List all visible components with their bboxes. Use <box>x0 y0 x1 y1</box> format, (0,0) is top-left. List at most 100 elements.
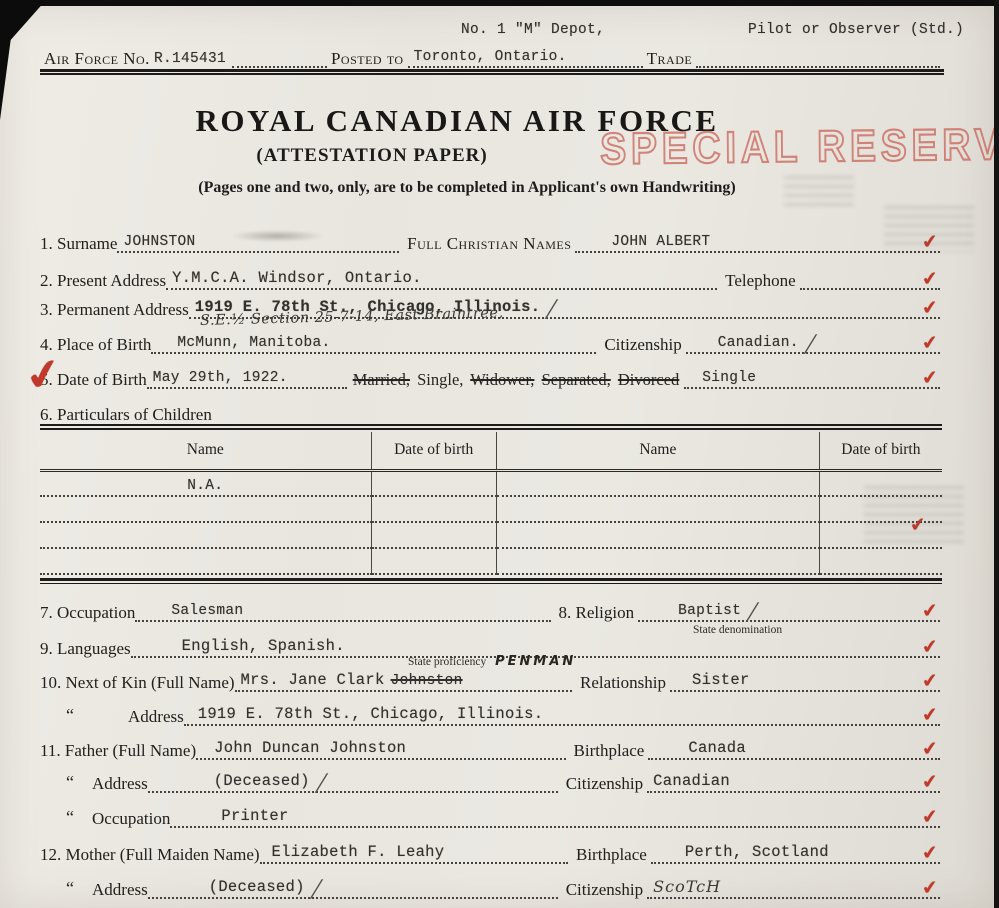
ditto-mark: “ <box>66 878 74 898</box>
kin-address-value: 1919 E. 78th St., Chicago, Illinois. <box>197 705 544 723</box>
field-father: 11. Father (Full Name) John Duncan Johns… <box>40 734 940 761</box>
child-dob-value <box>372 572 496 573</box>
father-citizenship-value: Canadian <box>653 772 730 790</box>
field-father-address: “ Address (Deceased) / Citizenship Canad… <box>40 767 940 797</box>
table-row: N.A. <box>40 470 942 497</box>
attestation-paper-scan: No. 1 "M" Depot, Pilot or Observer (Std.… <box>0 6 999 908</box>
checkmark-icon: ✔ <box>920 669 940 693</box>
child-dob-value <box>820 546 942 547</box>
next-of-kin-label: 10. Next of Kin (Full Name) <box>40 673 235 692</box>
occupation-label: 7. Occupation <box>40 603 136 622</box>
children-label: 6. Particulars of Children <box>40 405 212 424</box>
next-of-kin-value: Mrs. Jane Clark <box>240 671 385 689</box>
child-name-value <box>40 572 371 573</box>
proficiency-handwritten-value: PENMAN <box>495 654 577 669</box>
child-dob-value <box>820 494 942 495</box>
father-address-value: (Deceased) <box>213 772 310 790</box>
child-dob-value <box>372 494 496 495</box>
scan-right-edge <box>994 0 999 908</box>
citizenship-label: Citizenship <box>604 335 682 354</box>
children-table: Name Date of birth Name Date of birth N.… <box>40 424 942 584</box>
checkmark-icon: ✔ <box>920 805 940 829</box>
checkmark-icon: ✔ <box>920 635 940 659</box>
child-name-value <box>40 546 371 547</box>
child-name-value <box>497 546 819 547</box>
next-of-kin-struck-value: Johnston <box>390 673 463 689</box>
father-occupation-label: Occupation <box>92 809 171 828</box>
field-surname: 1. Surname JOHNSTON Full Christian Names… <box>40 227 940 254</box>
ditto-mark: “ <box>66 807 74 827</box>
child-name-value <box>40 520 371 521</box>
checkmark-icon: ✔ <box>908 513 928 537</box>
date-of-birth-value: May 29th, 1922. <box>152 370 288 386</box>
kin-address-label: Address <box>128 707 184 726</box>
field-next-of-kin: 10. Next of Kin (Full Name) Mrs. Jane Cl… <box>40 666 940 693</box>
telephone-label: Telephone <box>725 271 796 290</box>
mother-address-label: Address <box>92 880 148 899</box>
religion-value: Baptist <box>678 603 742 619</box>
surname-label: 1. Surname <box>40 234 118 253</box>
field-date-of-birth: 5. Date of Birth May 29th, 1922. Married… <box>40 363 940 390</box>
form-title: ROYAL CANADIAN AIR FORCE <box>195 103 719 138</box>
field-mother: 12. Mother (Full Maiden Name) Elizabeth … <box>40 838 940 865</box>
present-address-value: Y.M.C.A. Windsor, Ontario. <box>172 269 422 287</box>
mother-citizenship-handwritten-value: ScoTcH <box>653 877 722 896</box>
col-header-dob-1: Date of birth <box>370 432 497 472</box>
father-occupation-value: Printer <box>221 807 289 825</box>
child-dob-value <box>372 520 496 521</box>
languages-value: English, Spanish. <box>181 637 345 655</box>
table-row <box>40 548 942 575</box>
ditto-mark: “ <box>66 772 74 792</box>
pencil-slash-icon: / <box>803 330 817 358</box>
table-top-rule <box>40 424 942 430</box>
dotted-leader <box>231 42 327 68</box>
torn-corner-edge <box>0 0 16 120</box>
father-value: John Duncan Johnston <box>214 739 407 757</box>
father-address-label: Address <box>92 774 148 793</box>
ditto-mark: “ <box>66 705 74 725</box>
dotted-leader <box>696 42 940 68</box>
mother-address-value: (Deceased) <box>208 878 305 896</box>
father-birthplace-value: Canada <box>688 739 746 757</box>
surname-value: JOHNSTON <box>123 234 196 250</box>
col-header-name-2: Name <box>495 432 820 472</box>
checkmark-icon: ✔ <box>920 703 940 727</box>
mother-value: Elizabeth F. Leahy <box>271 843 445 861</box>
christian-names-label: Full Christian Names <box>407 234 572 253</box>
posted-to-value: Toronto, Ontario. <box>413 49 567 65</box>
option-divorced: Divorced <box>617 370 680 389</box>
col-header-name-1: Name <box>40 432 372 472</box>
place-of-birth-value: McMunn, Manitoba. <box>177 335 331 351</box>
checkmark-icon: ✔ <box>920 876 940 900</box>
posted-to-label: Posted to <box>330 49 404 68</box>
father-birthplace-label: Birthplace <box>573 741 645 760</box>
christian-names-value: JOHN ALBERT <box>611 234 711 250</box>
mother-label: 12. Mother (Full Maiden Name) <box>40 845 260 864</box>
child-name-value: N.A. <box>187 478 224 494</box>
pencil-slash-icon: / <box>746 598 759 626</box>
trade-label: Trade <box>646 49 693 68</box>
depot-posting: No. 1 "M" Depot, <box>461 22 606 38</box>
languages-label: 9. Languages <box>40 639 131 658</box>
permanent-address-label: 3. Permanent Address <box>40 300 189 319</box>
field-present-address: 2. Present Address Y.M.C.A. Windsor, Ont… <box>40 264 940 291</box>
present-address-label: 2. Present Address <box>40 271 167 290</box>
form-subtitle: (ATTESTATION PAPER) <box>256 145 488 166</box>
table-row <box>40 522 942 549</box>
special-reserve-stamp: SPECIAL RESERVE <box>599 118 999 175</box>
father-citizenship-label: Citizenship <box>565 774 644 793</box>
child-name-value <box>497 520 819 521</box>
header-row: Air Force No. R.145431 Posted to Toronto… <box>40 42 940 68</box>
option-separated: Separated, <box>541 370 611 389</box>
erasure-smudge <box>230 230 325 242</box>
child-name-value <box>497 494 819 495</box>
checkmark-icon: ✔ <box>920 770 940 794</box>
mother-birthplace-label: Birthplace <box>576 845 647 864</box>
scan-top-edge <box>0 0 999 6</box>
field-occupation-religion: 7. Occupation Salesman 8. Religion Bapti… <box>40 596 940 626</box>
child-dob-value <box>372 546 496 547</box>
marital-status-options: Married, Single, Widower, Separated, Div… <box>353 370 683 390</box>
field-children-heading: 6. Particulars of Children <box>40 398 940 424</box>
state-proficiency-label: State proficiency <box>408 656 487 668</box>
header-divider-rule <box>40 69 944 75</box>
